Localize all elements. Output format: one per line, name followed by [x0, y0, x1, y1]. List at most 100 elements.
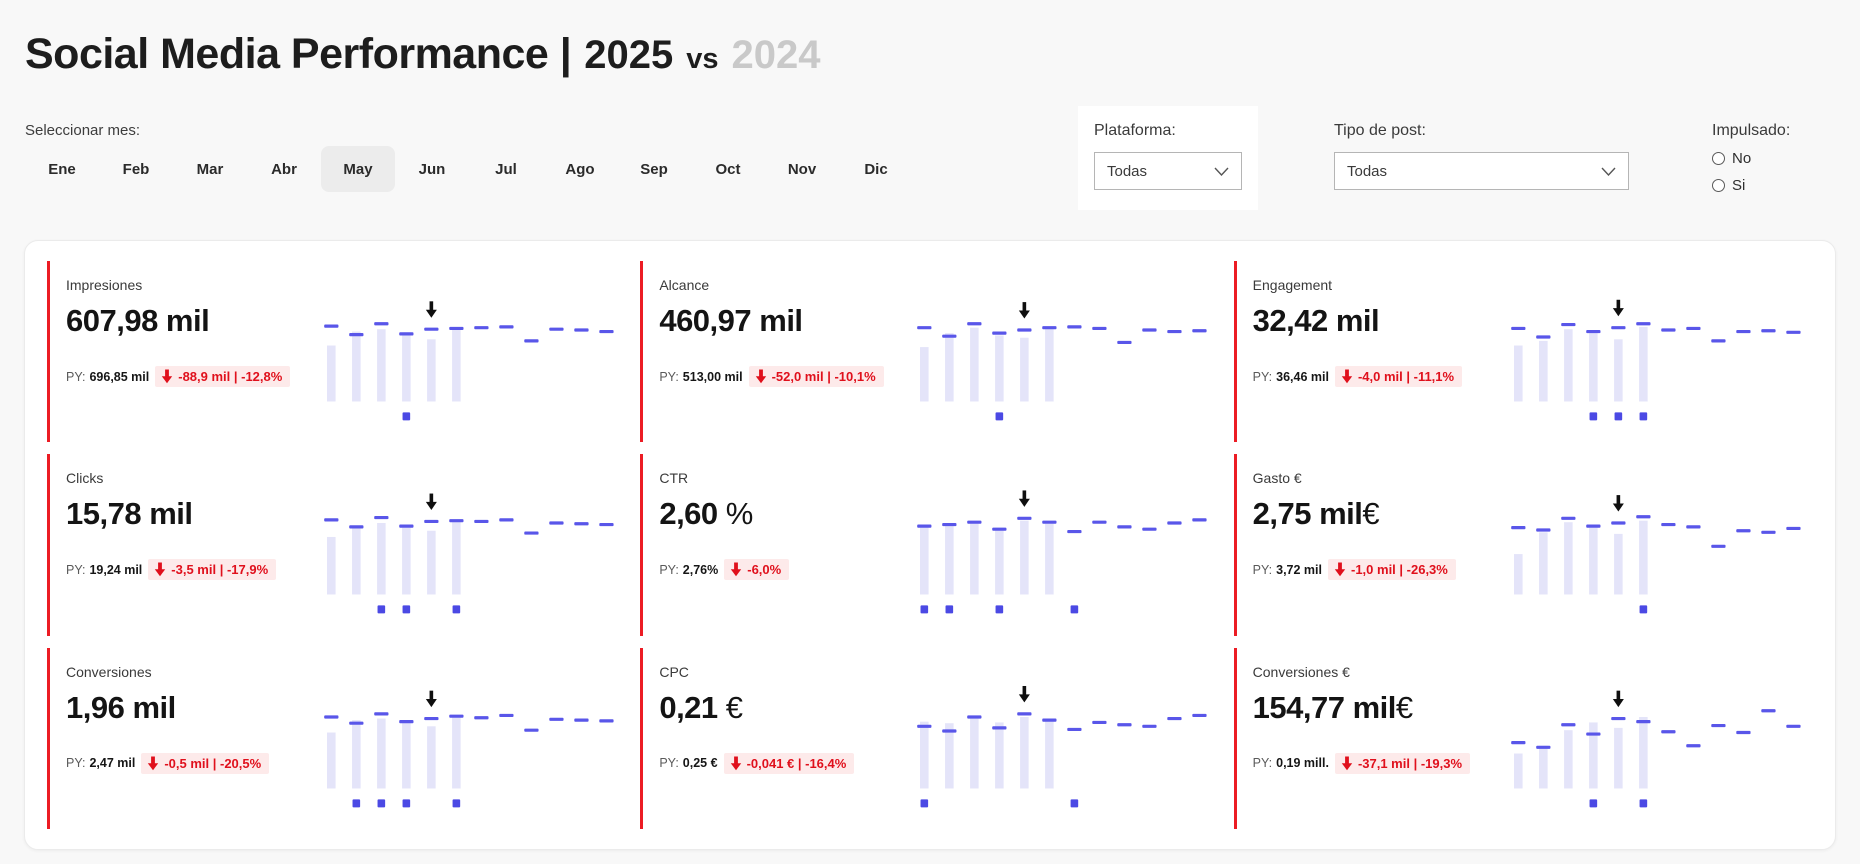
kpi-card: Gasto € 2,75 mil€ PY: 3,72 mil -1,0 mil … — [1233, 454, 1813, 636]
spark-bar-2025 — [377, 329, 386, 402]
month-feb[interactable]: Feb — [122, 160, 150, 178]
spark-dash-2024 — [1510, 326, 1526, 331]
sparkline-svg — [1510, 690, 1801, 808]
kpi-prior-year: PY: 19,24 mil -3,5 mil | -17,9% — [66, 559, 318, 581]
kpi-sparkline[interactable] — [1505, 267, 1809, 436]
down-arrow-icon — [731, 562, 742, 577]
py-label: PY: — [1252, 756, 1273, 771]
spark-dash-2024 — [967, 520, 982, 525]
platform-dropdown[interactable]: Todas — [1094, 152, 1242, 190]
spark-dash-2024 — [449, 326, 464, 331]
spark-dash-2024 — [399, 332, 414, 336]
spark-dash-2024 — [1167, 521, 1182, 525]
month-ene[interactable]: Ene — [48, 160, 76, 178]
kpi-sparkline[interactable] — [1505, 654, 1809, 823]
month-oct[interactable]: Oct — [715, 160, 741, 178]
kpi-sparkline[interactable] — [911, 654, 1215, 823]
spark-dash-2024 — [574, 718, 589, 722]
delta-text: -88,9 mil | -12,8% — [178, 369, 283, 384]
month-mar[interactable]: Mar — [196, 160, 224, 178]
kpi-card: Engagement 32,42 mil PY: 36,46 mil -4,0 … — [1233, 261, 1813, 443]
spark-dash-2024 — [1092, 326, 1107, 331]
py-label: PY: — [1252, 369, 1273, 384]
boosted-option-no[interactable]: No — [1712, 150, 1790, 167]
kpi-card: Clicks 15,78 mil PY: 19,24 mil -3,5 mil … — [47, 454, 626, 636]
py-label: PY: — [659, 562, 679, 577]
spark-flag-marker — [1639, 412, 1647, 421]
page-title: Social Media Performance | 2025 vs 2024 — [25, 30, 821, 79]
platform-filter: Plataforma: Todas — [1078, 106, 1258, 210]
kpi-prior-year: PY: 0,19 mill. -37,1 mil | -19,3% — [1252, 752, 1505, 774]
spark-dash-2024 — [1192, 713, 1207, 717]
spark-dash-2024 — [1610, 326, 1626, 330]
spark-bar-2025 — [402, 527, 411, 595]
selected-month-arrow-icon — [1612, 690, 1624, 707]
spark-bar-2025 — [327, 537, 336, 595]
spark-dash-2024 — [499, 713, 514, 717]
spark-dash-2024 — [1117, 722, 1132, 727]
spark-bar-2025 — [1588, 722, 1598, 789]
kpi-value: 2,60 % — [659, 496, 753, 532]
kpi-title: Conversiones — [66, 663, 152, 680]
month-jul[interactable]: Jul — [495, 160, 517, 178]
spark-bar-2025 — [1020, 716, 1029, 789]
sparkline-svg — [917, 302, 1207, 421]
spark-dash-2024 — [349, 525, 364, 529]
spark-flag-marker — [1589, 799, 1597, 808]
py-label: PY: — [66, 369, 86, 384]
py-value: 0,19 mill. — [1276, 756, 1329, 771]
selected-month-arrow-icon — [1612, 299, 1624, 317]
spark-dash-2024 — [1510, 526, 1526, 530]
spark-flag-marker — [1639, 605, 1647, 614]
month-dic[interactable]: Dic — [864, 160, 888, 178]
month-may[interactable]: May — [321, 146, 395, 192]
radio-unselected-icon — [1712, 179, 1725, 192]
spark-dash-2024 — [1192, 329, 1207, 333]
spark-dash-2024 — [1142, 328, 1157, 332]
py-label: PY: — [1252, 562, 1273, 577]
spark-dash-2024 — [1017, 328, 1032, 332]
kpi-sparkline[interactable] — [318, 460, 622, 629]
kpi-sparkline[interactable] — [318, 654, 622, 823]
kpi-sparkline[interactable] — [1505, 460, 1809, 629]
spark-dash-2024 — [1167, 329, 1182, 334]
spark-dash-2024 — [1610, 716, 1626, 720]
spark-bar-2025 — [327, 345, 336, 402]
spark-dash-2024 — [1785, 527, 1801, 531]
boosted-option-si[interactable]: Si — [1712, 177, 1790, 194]
spark-dash-2024 — [992, 527, 1007, 532]
spark-bar-2025 — [377, 523, 386, 595]
spark-dash-2024 — [1117, 525, 1132, 529]
selected-month-arrow-icon — [1612, 495, 1624, 512]
kpi-sparkline[interactable] — [911, 460, 1215, 629]
kpi-title: CTR — [659, 470, 689, 487]
spark-bar-2025 — [402, 722, 411, 789]
spark-dash-2024 — [1635, 515, 1651, 519]
spark-dash-2024 — [599, 718, 614, 723]
post-type-dropdown[interactable]: Todas — [1334, 152, 1629, 190]
kpi-sparkline[interactable] — [911, 267, 1215, 436]
month-abr[interactable]: Abr — [271, 160, 297, 178]
spark-bar-2025 — [1020, 337, 1029, 402]
kpi-sparkline[interactable] — [318, 267, 622, 436]
spark-flag-marker — [402, 412, 411, 421]
kpi-prior-year: PY: 2,47 mil -0,5 mil | -20,5% — [66, 752, 318, 774]
sparkline-svg — [917, 490, 1207, 614]
down-arrow-icon — [162, 369, 173, 384]
spark-dash-2024 — [399, 719, 414, 723]
month-nov[interactable]: Nov — [787, 160, 817, 178]
spark-dash-2024 — [474, 520, 489, 524]
kpi-value: 607,98 mil — [66, 303, 210, 338]
spark-dash-2024 — [1560, 722, 1576, 727]
month-jun[interactable]: Jun — [418, 160, 446, 178]
kpi-value: 1,96 mil — [66, 689, 176, 725]
py-value: 696,85 mil — [89, 369, 150, 384]
spark-dash-2024 — [574, 328, 589, 332]
selected-month-arrow-icon — [1019, 490, 1031, 508]
spark-flag-marker — [920, 605, 929, 614]
month-sep[interactable]: Sep — [640, 160, 668, 178]
kpi-value: 15,78 mil — [66, 496, 193, 532]
month-ago[interactable]: Ago — [565, 160, 595, 178]
py-value: 0,25 € — [682, 756, 718, 771]
